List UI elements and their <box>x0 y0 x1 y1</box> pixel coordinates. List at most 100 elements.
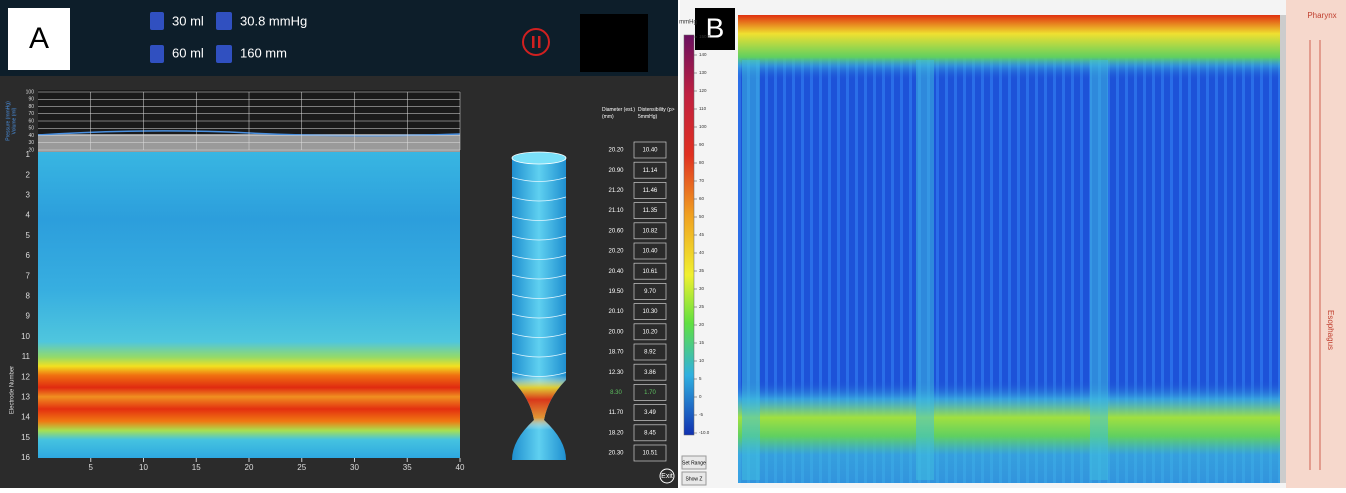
table-value: 1.70 <box>644 390 656 396</box>
heatmap <box>38 152 460 458</box>
heatmap-overlay <box>738 15 1280 483</box>
table-value: 11.70 <box>609 410 624 416</box>
colorbar-tick-label: 40 <box>699 250 705 255</box>
colorbar-tick-label: 130 <box>699 70 707 75</box>
electrode-label: 16 <box>21 453 30 462</box>
x-tick-label: 10 <box>139 463 148 472</box>
colorbar-tick-label: -5 <box>699 412 703 417</box>
swallow-band <box>1090 60 1108 480</box>
colorbar-tick-label: 20 <box>699 322 705 327</box>
table-value: 20.20 <box>608 249 624 255</box>
table-value: 20.90 <box>608 168 624 174</box>
electrode-label: 4 <box>26 211 31 220</box>
electrode-label: 6 <box>26 251 31 260</box>
table-value: 10.40 <box>642 249 658 255</box>
region-label: Pharynx <box>1307 11 1336 20</box>
icon <box>150 45 164 63</box>
button-label[interactable]: Show Z <box>686 476 703 482</box>
electrode-label: 13 <box>21 393 30 402</box>
colorbar-tick-label: 70 <box>699 178 705 183</box>
figure: A 30 ml 60 ml 30.8 mmHg 160 mm Exit 1009… <box>0 0 1346 488</box>
table-value: 10.30 <box>642 309 658 315</box>
header-line: Diameter (est.) <box>602 107 635 113</box>
colorbar-tick-label: 35 <box>699 268 705 273</box>
pressure: 30.8 mmHg <box>240 13 307 28</box>
electrode-label: 10 <box>21 332 30 341</box>
x-tick-label: 35 <box>403 463 412 472</box>
y-tick-label: 70 <box>28 111 34 117</box>
electrode-label: 1 <box>26 150 31 159</box>
region-label: Esophagus <box>1326 310 1335 350</box>
y-tick-label: 50 <box>28 126 34 132</box>
toolbar <box>0 0 678 76</box>
icon <box>216 45 232 63</box>
colorbar-tick-label: 140 <box>699 52 707 57</box>
table-value: 11.14 <box>643 168 658 174</box>
table-value: 3.86 <box>644 370 656 376</box>
panel-b: B mmHg Pharynx Esophagus Set Range Show … <box>679 0 1346 488</box>
button-label[interactable]: Set Range <box>682 460 706 466</box>
exit-label[interactable]: Exit <box>661 473 673 480</box>
table-value: 11.46 <box>643 188 658 194</box>
electrode-label: 7 <box>26 271 31 280</box>
colorbar-tick-label: 10 <box>699 358 705 363</box>
swallow-band <box>916 60 934 480</box>
table-value: 8.45 <box>644 430 656 436</box>
swallow-band <box>742 60 760 480</box>
table-value: 10.51 <box>642 451 658 457</box>
electrode-label: 3 <box>26 191 31 200</box>
table-value: 10.82 <box>642 228 658 234</box>
x-tick-label: 15 <box>192 463 201 472</box>
icon <box>150 12 164 30</box>
header-line: 5mmHg) <box>638 114 658 120</box>
pause-bar <box>532 36 535 48</box>
tube-top <box>512 152 566 164</box>
x-tick-label: 20 <box>245 463 254 472</box>
electrode-label: 2 <box>26 170 31 179</box>
axis-label: Volume (ml) <box>11 107 17 134</box>
header-line: Distensibility (p> <box>638 107 675 113</box>
y-tick-label: 100 <box>26 89 35 95</box>
colorbar-tick-label: 80 <box>699 160 705 165</box>
electrode-label: 5 <box>26 231 31 240</box>
table-value: 20.00 <box>608 329 624 335</box>
table-value: 21.20 <box>608 188 624 194</box>
table-value: 20.10 <box>608 309 624 315</box>
table-value: 10.61 <box>642 269 658 275</box>
icon <box>216 12 232 30</box>
axis-label: Electrode Number <box>10 366 16 414</box>
table-value: 18.20 <box>608 430 624 436</box>
colorbar-tick-label: 15 <box>699 340 705 345</box>
x-tick-label: 25 <box>297 463 306 472</box>
pause-bar <box>538 36 541 48</box>
length: 160 mm <box>240 45 287 60</box>
panel-a: A 30 ml 60 ml 30.8 mmHg 160 mm Exit 1009… <box>0 0 678 488</box>
colorbar-tick-label: 50 <box>699 214 705 219</box>
colorbar-tick-label: 60 <box>699 196 705 201</box>
colorbar-tick-label: 150.0 <box>699 34 711 39</box>
electrode-label: 8 <box>26 292 31 301</box>
electrode-label: 11 <box>22 352 31 361</box>
y-tick-label: 90 <box>28 97 34 103</box>
panel-label: A <box>29 22 49 55</box>
colorbar-tick-label: 45 <box>699 232 705 237</box>
table-value: 10.40 <box>642 148 658 154</box>
table-value: 12.30 <box>608 370 624 376</box>
y-tick-label: 40 <box>28 133 34 139</box>
electrode-label: 12 <box>21 372 30 381</box>
table-value: 20.40 <box>608 269 624 275</box>
scroll <box>1280 15 1286 483</box>
table-value: 10.20 <box>642 329 658 335</box>
colorbar <box>684 35 694 435</box>
colorbar-tick-label: 90 <box>699 142 705 147</box>
header-line: (mm) <box>602 114 614 120</box>
y-tick-label: 30 <box>28 140 34 146</box>
y-tick-label: 60 <box>28 118 34 124</box>
colorbar-tick-label: 110 <box>699 106 707 111</box>
table-value: 9.70 <box>644 289 656 295</box>
colorbar-unit: mmHg <box>679 20 697 26</box>
fill-volume: 60 ml <box>172 45 204 60</box>
table-value: 3.49 <box>644 410 656 416</box>
table-value: 18.70 <box>608 350 624 356</box>
table-value: 20.60 <box>608 228 624 234</box>
